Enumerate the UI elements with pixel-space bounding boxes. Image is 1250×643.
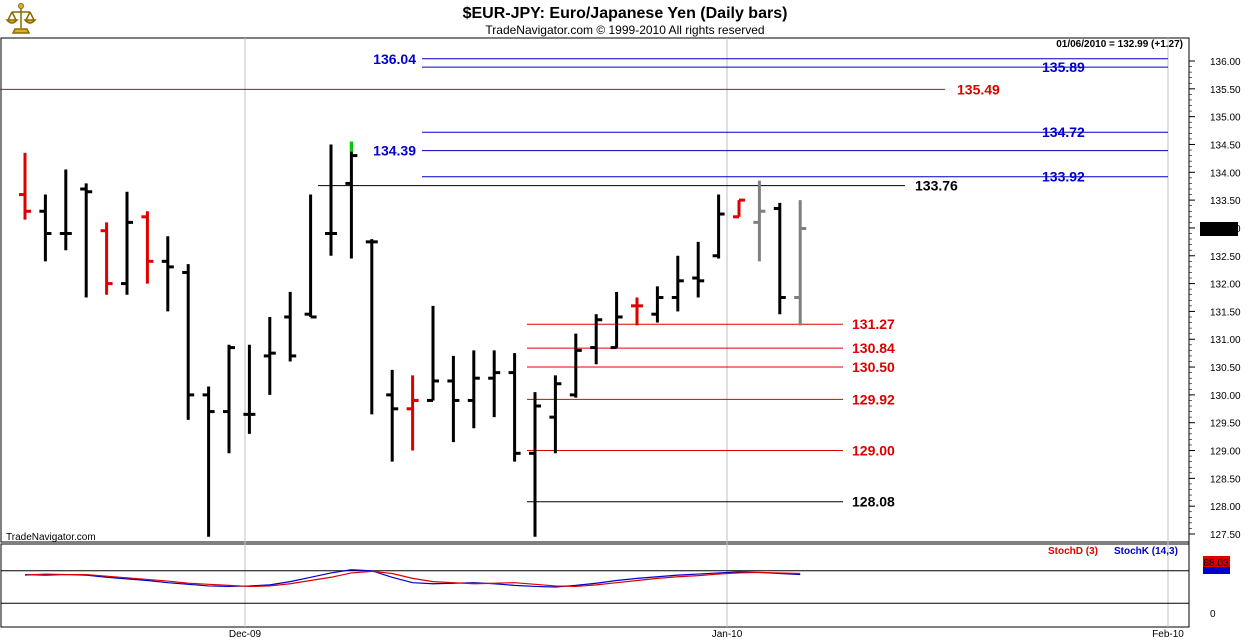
chart-title: $EUR-JPY: Euro/Japanese Yen (Daily bars)	[463, 5, 788, 22]
price-tick-label: 132.00	[1210, 280, 1241, 291]
price-tick-label: 128.00	[1210, 502, 1241, 513]
stochk-line	[24, 569, 801, 588]
date-label: Jan-10	[712, 629, 743, 640]
level-label: 129.92	[852, 391, 895, 407]
level-label: 131.27	[852, 316, 895, 332]
scales-icon	[4, 2, 38, 36]
level-label: 129.00	[852, 443, 895, 459]
level-label: 130.50	[852, 359, 895, 375]
price-tick-label: 128.50	[1210, 474, 1241, 485]
stochastic-lines	[1, 569, 1189, 604]
level-label: 130.84	[852, 340, 895, 356]
copyright-text: TradeNavigator.com © 1999-2010 All right…	[485, 23, 764, 37]
current-price-label: 132.99	[1204, 225, 1235, 236]
level-label: 135.89	[1042, 59, 1085, 75]
price-panel	[0, 37, 1190, 543]
price-tick-label: 127.50	[1210, 530, 1241, 541]
price-tick-label: 135.00	[1210, 113, 1241, 124]
price-tick-label: 131.00	[1210, 335, 1241, 346]
level-label: 134.39	[373, 143, 416, 159]
price-tick-label: 135.50	[1210, 85, 1241, 96]
price-tick-label: 134.50	[1210, 140, 1241, 151]
price-tick-label: 130.50	[1210, 363, 1241, 374]
ohlc-bars	[19, 141, 807, 537]
level-label: 134.72	[1042, 124, 1085, 140]
indicator-value-marker-k	[1203, 567, 1230, 574]
indicator-value: 88.03	[1203, 558, 1228, 569]
price-tick-label: 133.50	[1210, 196, 1241, 207]
date-label: Feb-10	[1152, 629, 1184, 640]
stochk-label: StochK (14,3)	[1114, 546, 1178, 557]
price-tick-label: 129.00	[1210, 447, 1241, 458]
price-tick-label: 130.00	[1210, 391, 1241, 402]
level-label: 135.49	[957, 81, 1000, 97]
watermark: TradeNavigator.com	[6, 532, 96, 543]
price-axis: 136.00135.50135.00134.50134.00133.50133.…	[1189, 57, 1241, 541]
indicator-zero-label: 0	[1210, 609, 1216, 620]
level-label: 136.04	[373, 51, 416, 67]
date-gridlines	[244, 38, 1169, 627]
date-label: Dec-09	[229, 629, 262, 640]
level-label: 133.92	[1042, 169, 1085, 185]
current-price-marker	[1200, 222, 1238, 236]
price-tick-label: 131.50	[1210, 307, 1241, 318]
price-tick-label: 129.50	[1210, 419, 1241, 430]
price-tick-label: 134.00	[1210, 168, 1241, 179]
level-label: 133.76	[915, 178, 958, 194]
stochd-line	[24, 570, 801, 588]
price-tick-label: 132.50	[1210, 252, 1241, 263]
level-lines: 136.04 135.89 135.49 134.72 134.39 133.92 133.…	[0, 51, 1168, 510]
last-quote: 01/06/2010 = 132.99 (+1.27)	[1056, 39, 1183, 50]
level-label: 128.08	[852, 494, 895, 510]
date-axis: Dec-09 Jan-10 Feb-10	[229, 629, 1184, 640]
stochd-label: StochD (3)	[1048, 546, 1098, 557]
price-tick-label: 136.00	[1210, 57, 1241, 68]
